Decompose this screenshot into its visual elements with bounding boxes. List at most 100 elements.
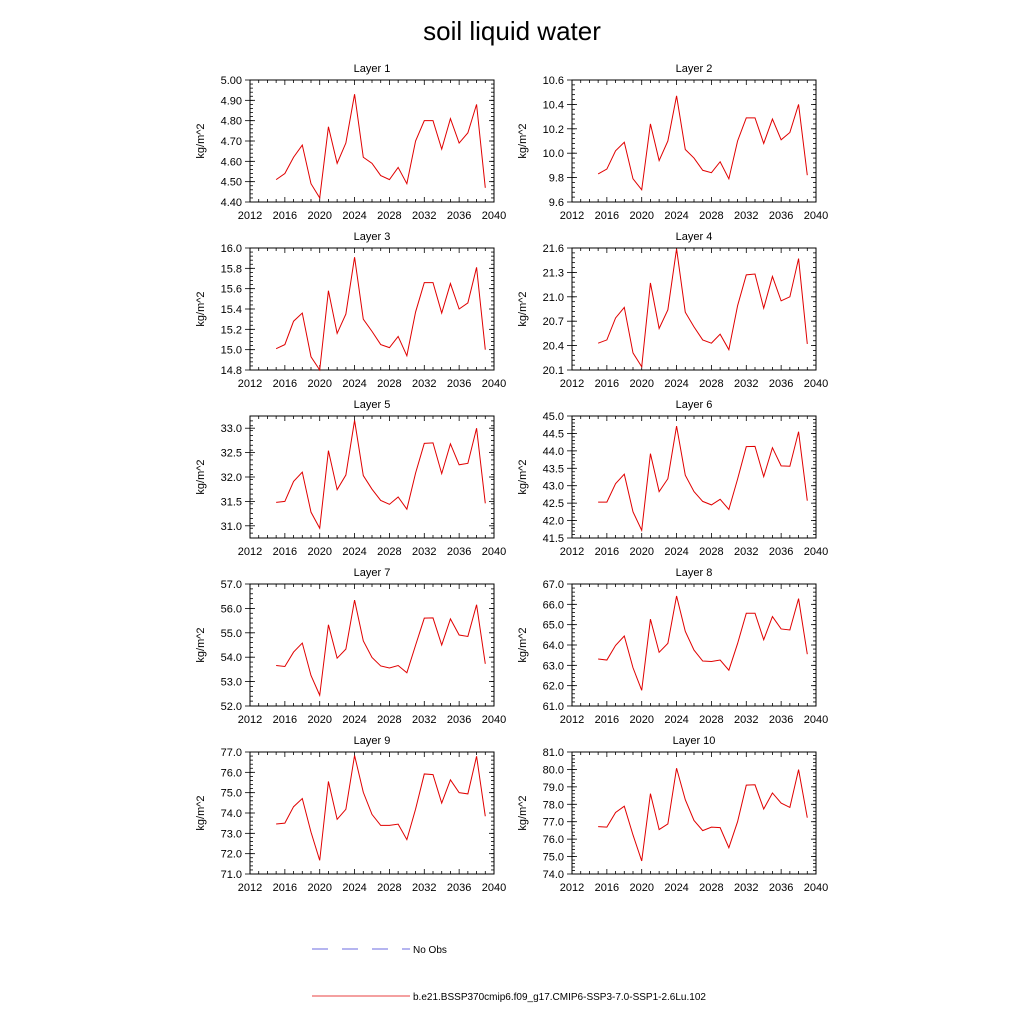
x-tick-label: 2040 bbox=[804, 714, 828, 726]
legend: No Obs b.e21.BSSP370cmip6.f09_g17.CMIP6-… bbox=[312, 945, 706, 1003]
panel-title: Layer 4 bbox=[676, 231, 713, 243]
series-line bbox=[275, 94, 486, 200]
x-tick-label: 2036 bbox=[769, 378, 793, 390]
y-tick-label: 66.0 bbox=[543, 599, 564, 611]
y-tick-label: 15.8 bbox=[221, 263, 242, 275]
y-tick-label: 32.5 bbox=[221, 448, 242, 460]
y-tick-label: 52.0 bbox=[221, 701, 242, 713]
y-tick-label: 71.0 bbox=[221, 869, 242, 881]
x-tick-label: 2020 bbox=[629, 210, 653, 222]
y-tick-label: 15.4 bbox=[221, 304, 242, 316]
x-tick-label: 2028 bbox=[377, 210, 401, 222]
y-axis-label: kg/m^2 bbox=[195, 627, 207, 662]
x-tick-label: 2024 bbox=[664, 714, 688, 726]
panel-title: Layer 3 bbox=[354, 231, 391, 243]
y-tick-label: 4.40 bbox=[221, 197, 242, 209]
x-tick-label: 2024 bbox=[664, 882, 688, 894]
y-tick-label: 42.0 bbox=[543, 516, 564, 528]
plot-frame bbox=[571, 247, 817, 371]
plot-frame bbox=[571, 415, 817, 539]
x-tick-label: 2012 bbox=[560, 210, 584, 222]
x-tick-label: 2020 bbox=[629, 378, 653, 390]
series-line bbox=[276, 420, 486, 530]
x-tick-label: 2016 bbox=[595, 210, 619, 222]
plot-frame bbox=[249, 79, 495, 203]
x-tick-label: 2040 bbox=[482, 546, 506, 558]
plot-frame bbox=[571, 751, 817, 875]
x-tick-label: 2028 bbox=[377, 546, 401, 558]
y-tick-label: 55.0 bbox=[221, 628, 242, 640]
y-tick-label: 20.7 bbox=[543, 316, 564, 328]
y-tick-label: 57.0 bbox=[221, 579, 242, 591]
series-line bbox=[597, 248, 808, 369]
x-tick-label: 2028 bbox=[699, 714, 723, 726]
y-tick-label: 15.2 bbox=[221, 324, 242, 336]
panel-layer-8: Layer 8 2012 2016 2020 2024 2028 2032 2036 2040 6… bbox=[517, 567, 828, 726]
x-tick-label: 2024 bbox=[664, 210, 688, 222]
plot-frame bbox=[249, 751, 495, 875]
y-tick-label: 72.0 bbox=[221, 849, 242, 861]
x-tick-label: 2028 bbox=[699, 882, 723, 894]
legend-label-model-run: b.e21.BSSP370cmip6.f09_g17.CMIP6-SSP3-7.… bbox=[413, 992, 706, 1003]
y-tick-label: 20.4 bbox=[543, 341, 564, 353]
y-axis-label: kg/m^2 bbox=[517, 795, 529, 830]
x-tick-label: 2016 bbox=[595, 378, 619, 390]
x-tick-label: 2028 bbox=[377, 378, 401, 390]
x-tick-label: 2036 bbox=[769, 882, 793, 894]
panel-layer-10: Layer 10 2012 2016 2020 2024 2028 2032 2036 2040… bbox=[517, 735, 828, 894]
y-tick-label: 64.0 bbox=[543, 640, 564, 652]
y-tick-label: 54.0 bbox=[221, 652, 242, 664]
y-tick-label: 31.0 bbox=[221, 521, 242, 533]
y-tick-label: 21.0 bbox=[543, 292, 564, 304]
x-tick-label: 2032 bbox=[412, 378, 436, 390]
y-tick-label: 73.0 bbox=[221, 828, 242, 840]
x-tick-label: 2032 bbox=[412, 882, 436, 894]
x-tick-label: 2036 bbox=[447, 882, 471, 894]
x-tick-label: 2012 bbox=[238, 882, 262, 894]
y-tick-label: 74.0 bbox=[543, 869, 564, 881]
y-axis-label: kg/m^2 bbox=[195, 459, 207, 494]
y-tick-label: 63.0 bbox=[543, 660, 564, 672]
panel-grid: Layer 1 2012 2016 2020 2024 2028 2032 2036 2040 4… bbox=[195, 63, 828, 894]
y-tick-label: 41.5 bbox=[543, 533, 564, 545]
plot-frame bbox=[249, 247, 495, 371]
x-tick-label: 2024 bbox=[342, 882, 366, 894]
panel-title: Layer 5 bbox=[354, 399, 391, 411]
y-tick-label: 77.0 bbox=[543, 817, 564, 829]
x-tick-label: 2036 bbox=[447, 546, 471, 558]
y-tick-label: 81.0 bbox=[543, 747, 564, 759]
plot-frame bbox=[571, 79, 817, 203]
x-tick-label: 2028 bbox=[699, 378, 723, 390]
series-line bbox=[276, 599, 486, 698]
x-tick-label: 2040 bbox=[482, 882, 506, 894]
y-tick-label: 53.0 bbox=[221, 677, 242, 689]
plot-frame bbox=[249, 415, 495, 539]
x-tick-label: 2028 bbox=[699, 210, 723, 222]
x-tick-label: 2020 bbox=[307, 714, 331, 726]
y-tick-label: 74.0 bbox=[221, 808, 242, 820]
y-axis-label: kg/m^2 bbox=[195, 795, 207, 830]
y-tick-label: 15.6 bbox=[221, 284, 242, 296]
x-tick-label: 2012 bbox=[560, 378, 584, 390]
x-tick-label: 2028 bbox=[377, 714, 401, 726]
x-tick-label: 2020 bbox=[629, 714, 653, 726]
y-tick-label: 43.0 bbox=[543, 481, 564, 493]
x-tick-label: 2016 bbox=[595, 546, 619, 558]
series-line bbox=[276, 755, 486, 861]
panel-title: Layer 1 bbox=[354, 63, 391, 75]
panel-layer-2: Layer 2 2012 2016 2020 2024 2028 2032 2036 2040 9… bbox=[517, 63, 828, 222]
x-tick-label: 2036 bbox=[769, 210, 793, 222]
y-tick-label: 9.6 bbox=[549, 197, 564, 209]
y-tick-label: 31.5 bbox=[221, 496, 242, 508]
x-tick-label: 2032 bbox=[412, 546, 436, 558]
y-axis-label: kg/m^2 bbox=[517, 123, 529, 158]
x-tick-label: 2016 bbox=[273, 546, 297, 558]
panel-title: Layer 9 bbox=[354, 735, 391, 747]
x-tick-label: 2040 bbox=[482, 714, 506, 726]
y-axis-label: kg/m^2 bbox=[517, 291, 529, 326]
x-tick-label: 2040 bbox=[804, 378, 828, 390]
x-tick-label: 2024 bbox=[342, 714, 366, 726]
x-tick-label: 2040 bbox=[804, 882, 828, 894]
y-tick-label: 9.8 bbox=[549, 173, 564, 185]
